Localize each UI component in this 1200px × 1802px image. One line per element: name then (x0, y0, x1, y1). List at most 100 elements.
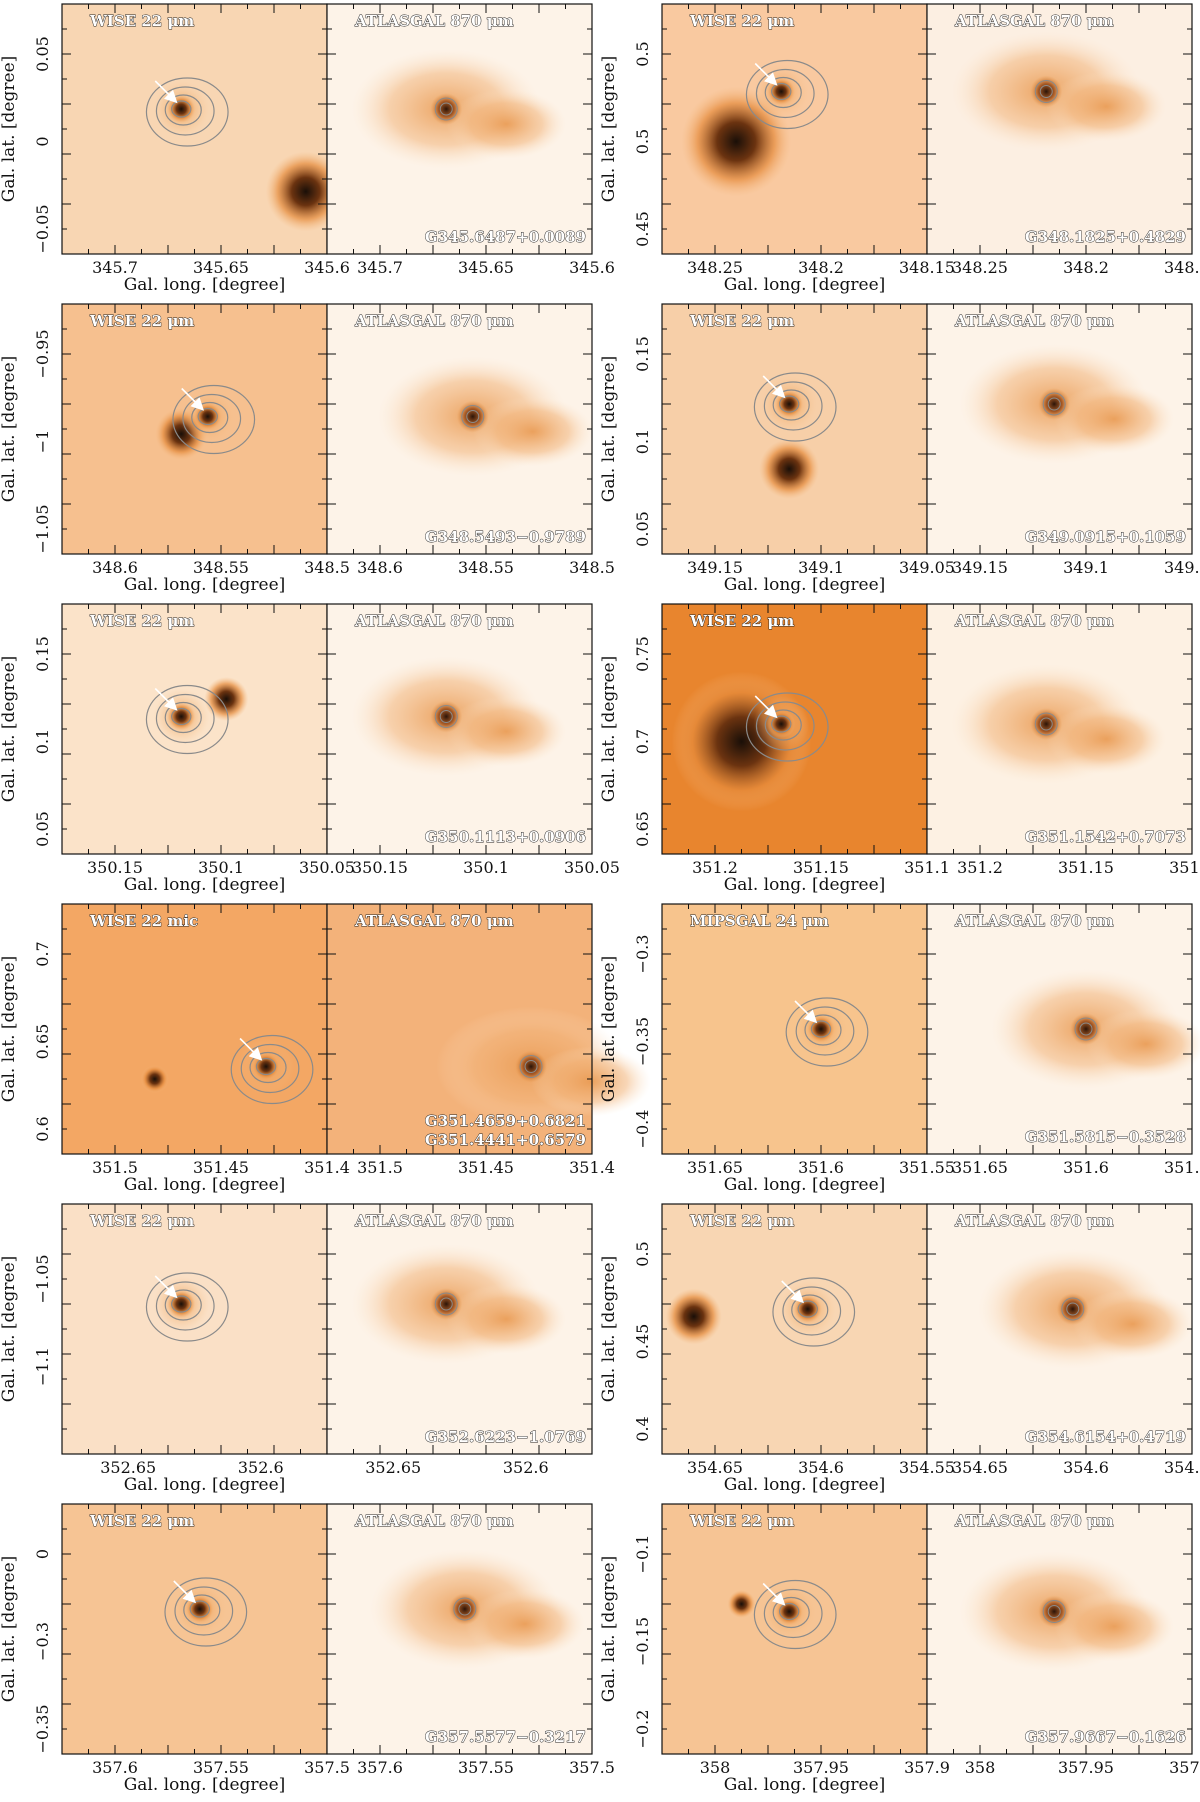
arrow-icon (154, 80, 178, 104)
dust-cloud (1072, 1289, 1193, 1359)
x-tick-label: 357.95 (793, 1758, 849, 1777)
contour-line (145, 684, 229, 755)
contour-line (458, 1602, 472, 1616)
band-label-left: MIPSGAL 24 μm (690, 912, 829, 930)
ir-emission-blob (265, 151, 346, 232)
x-tick-label: 351.2 (692, 858, 738, 877)
y-tick-label: 0.45 (633, 1324, 652, 1360)
x-tick-label: 348.25 (687, 258, 743, 277)
y-tick-label: 0.05 (633, 511, 652, 547)
y-tick-label: −1.05 (33, 1254, 52, 1303)
x-tick-label: 345.6 (304, 258, 350, 277)
x-tick-label: 357.6 (357, 1758, 403, 1777)
panel-g357-5577: WISE 22 μm ATLASGAL 870 μm G357.5577−0.321… (0, 1503, 615, 1795)
band-label-right: ATLASGAL 870 μm (954, 1212, 1114, 1230)
contour-line (764, 709, 802, 741)
x-tick-label: 348.15 (899, 258, 955, 277)
dust-cloud (472, 396, 593, 467)
y-tick-label: −0.3 (633, 935, 652, 974)
band-label-right: ATLASGAL 870 μm (354, 1212, 514, 1230)
x-axis-title: Gal. long. [degree] (724, 875, 886, 895)
source-name: G350.1113+0.0906 (425, 828, 586, 846)
contour-line (171, 100, 192, 118)
dust-cloud (1086, 1009, 1200, 1079)
band-label-right: ATLASGAL 870 μm (954, 12, 1114, 30)
contour-line (171, 1295, 192, 1313)
contour-line (434, 97, 458, 121)
band-label-left: WISE 22 μm (89, 612, 194, 630)
dust-cloud (446, 89, 567, 159)
x-tick-label: 351.15 (793, 858, 849, 877)
arrow-icon (239, 1037, 263, 1061)
band-label-right: ATLASGAL 870 μm (954, 312, 1114, 330)
dust-cloud (1046, 71, 1167, 142)
x-tick-label: 354.65 (687, 1458, 743, 1477)
contour-line (779, 1602, 800, 1621)
y-tick-label: −0.1 (633, 1535, 652, 1574)
panel-g351-4659: WISE 22 mic ATLASGAL 870 μm G351.4659+0.68… (0, 903, 652, 1195)
y-tick-label: 0.45 (633, 211, 652, 247)
panel-g345-6487: WISE 22 μm ATLASGAL 870 μm G345.6487+0.008… (0, 3, 615, 295)
contour-line (171, 707, 192, 726)
contour-line (810, 1020, 832, 1038)
panel-g348-5493: WISE 22 μm ATLASGAL 870 μm G348.5493−0.978… (0, 303, 615, 595)
y-axis-title: Gal. lat. [degree] (599, 1256, 619, 1403)
dust-cloud (464, 1589, 585, 1659)
x-tick-label: 357.55 (458, 1758, 514, 1777)
panel-g348-1825: WISE 22 μm ATLASGAL 870 μm G348.1825+0.482… (599, 3, 1200, 295)
y-tick-label: 0.4 (633, 1416, 652, 1441)
y-axis-title: Gal. lat. [degree] (0, 656, 19, 803)
contour-line (785, 997, 869, 1067)
contour-line (795, 1006, 855, 1056)
source-name: G349.0915+0.1059 (1025, 528, 1186, 546)
x-tick-label: 351.6 (798, 1158, 844, 1177)
y-tick-label: −0.95 (33, 329, 52, 378)
contour-line (230, 1034, 314, 1105)
x-axis-title: Gal. long. [degree] (724, 1175, 886, 1195)
contour-line (1047, 397, 1061, 411)
contour-line (240, 1043, 300, 1094)
x-tick-label: 357.5 (569, 1758, 615, 1777)
dust-cloud (1054, 384, 1175, 454)
panel-g354-6154: WISE 22 μm ATLASGAL 870 μm G354.6154+0.471… (599, 1203, 1200, 1495)
arrow-icon (181, 387, 205, 411)
contour-line (1074, 1017, 1098, 1041)
x-tick-label: 351.5 (92, 1158, 138, 1177)
x-tick-label: 354.55 (899, 1458, 955, 1477)
contour-line (755, 68, 815, 119)
band-label-right: ATLASGAL 870 μm (354, 612, 514, 630)
dust-cloud (1046, 704, 1167, 774)
contour-line (434, 1292, 458, 1316)
band-label-right: ATLASGAL 870 μm (354, 312, 514, 330)
contour-line (753, 372, 837, 442)
x-tick-label: 351.55 (1164, 1158, 1200, 1177)
x-tick-label: 351.55 (899, 1158, 955, 1177)
ir-map-background (62, 904, 327, 1154)
contour-line (1034, 80, 1058, 103)
contour-line (255, 1057, 277, 1076)
contour-line (779, 395, 800, 413)
contour-line (755, 701, 815, 751)
contour-line (763, 381, 823, 431)
x-tick-label: 350.05 (564, 858, 620, 877)
x-tick-label: 349.15 (952, 558, 1008, 577)
y-tick-label: 0.65 (33, 1024, 52, 1060)
contour-line (191, 401, 229, 434)
contour-line (439, 1297, 453, 1311)
x-tick-label: 352.65 (100, 1458, 156, 1477)
arrow-icon (173, 1580, 197, 1604)
arrow-icon (154, 1275, 178, 1299)
ir-emission-blob (681, 86, 792, 197)
panel-g350-1113: WISE 22 μm ATLASGAL 870 μm G350.1113+0.090… (0, 603, 620, 895)
x-tick-label: 354.6 (798, 1458, 844, 1477)
contour-line (155, 693, 215, 744)
x-tick-label: 351.15 (1058, 858, 1114, 877)
x-tick-label: 350.1 (463, 858, 509, 877)
arrow-icon (794, 1000, 818, 1024)
source-name: G345.6487+0.0089 (425, 228, 586, 246)
x-tick-label: 345.7 (92, 258, 138, 277)
x-tick-label: 348.5 (569, 558, 615, 577)
panel-g351-5815: MIPSGAL 24 μm ATLASGAL 870 μm G351.5815−0.… (599, 903, 1200, 1195)
y-tick-label: 0 (33, 1549, 52, 1559)
contour-line (461, 405, 485, 428)
